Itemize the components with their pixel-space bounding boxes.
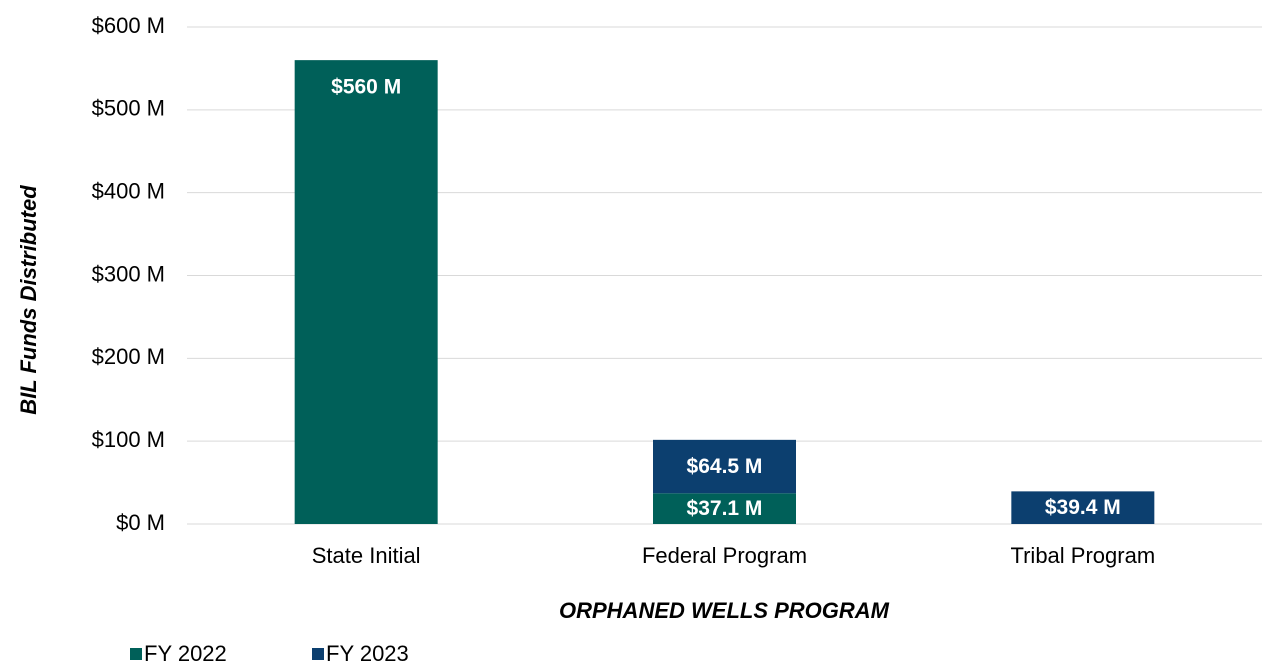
y-tick-label: $0 M: [116, 510, 165, 535]
value-label: $39.4 M: [1045, 496, 1121, 519]
value-label: $37.1 M: [687, 497, 763, 520]
bar-segment: [653, 439, 796, 494]
y-tick-label: $300 M: [92, 261, 165, 286]
y-tick-label: $100 M: [92, 427, 165, 452]
x-tick-label: Federal Program: [642, 543, 807, 568]
legend-swatch: [312, 648, 324, 660]
x-tick-label: Tribal Program: [1010, 543, 1155, 568]
y-tick-label: $600 M: [92, 13, 165, 38]
legend-label: FY 2023: [326, 641, 409, 666]
value-label: $64.5 M: [687, 455, 763, 478]
legend-swatch: [130, 648, 142, 660]
y-tick-label: $400 M: [92, 178, 165, 203]
bar-segment: [653, 493, 796, 524]
value-label: $560 M: [331, 76, 401, 99]
y-axis-label: BIL Funds Distributed: [16, 185, 41, 415]
x-tick-label: State Initial: [312, 543, 421, 568]
bar-segment: [294, 60, 438, 525]
y-tick-label: $200 M: [92, 344, 165, 369]
bar-segment: [1011, 491, 1155, 524]
legend-label: FY 2022: [144, 641, 227, 666]
x-axis-label: ORPHANED WELLS PROGRAM: [559, 598, 890, 623]
y-tick-label: $500 M: [92, 96, 165, 121]
